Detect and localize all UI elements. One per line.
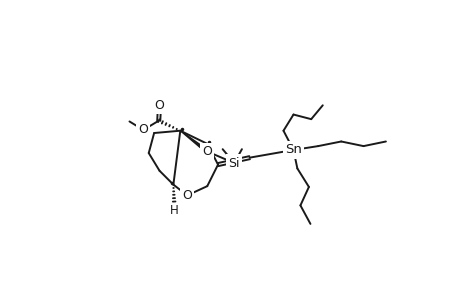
- Text: O: O: [154, 99, 164, 112]
- Text: Sn: Sn: [285, 143, 301, 157]
- Text: O: O: [202, 145, 212, 158]
- Text: Si: Si: [228, 157, 240, 169]
- Polygon shape: [180, 131, 208, 153]
- Text: O: O: [138, 123, 148, 136]
- Text: O: O: [182, 189, 192, 202]
- Text: H: H: [169, 204, 178, 217]
